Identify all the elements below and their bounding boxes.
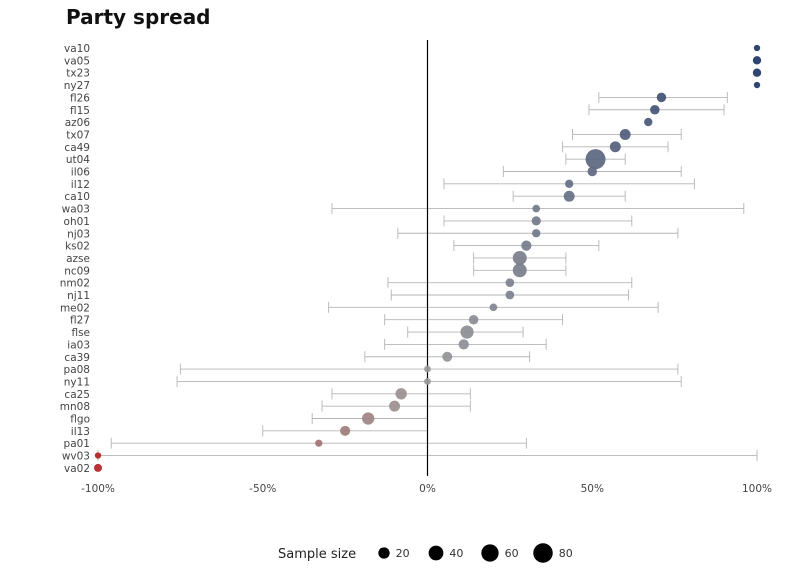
- data-point: [362, 412, 375, 425]
- y-tick-label: me02: [60, 302, 90, 314]
- y-tick-label: nj11: [67, 290, 90, 302]
- y-tick-label: va02: [64, 463, 90, 475]
- y-tick-label: wv03: [62, 451, 90, 463]
- y-tick-label: az06: [65, 117, 91, 129]
- data-point: [532, 229, 541, 238]
- x-tick-label: -100%: [81, 483, 115, 495]
- y-tick-label: ca25: [64, 389, 90, 401]
- y-tick-label: ca49: [64, 142, 90, 154]
- data-point: [587, 166, 598, 177]
- y-tick-label: pa01: [64, 438, 90, 450]
- y-tick-label: flgo: [70, 414, 90, 426]
- data-point: [94, 452, 102, 459]
- data-point: [753, 44, 761, 52]
- y-tick-label: va05: [64, 55, 90, 67]
- size-legend: Sample size 20 40 60 80: [278, 543, 573, 563]
- data-point: [505, 278, 515, 287]
- legend-key: [428, 545, 444, 561]
- y-tick-label: va10: [64, 43, 90, 55]
- x-axis-labels: -100% -50% 0% 50% 100%: [81, 483, 772, 495]
- data-point: [752, 68, 762, 77]
- y-tick-label: ca39: [64, 352, 90, 364]
- data-point: [532, 204, 541, 213]
- y-tick-label: ny11: [64, 376, 90, 388]
- data-point: [395, 388, 407, 400]
- x-tick-label: 0%: [419, 483, 436, 495]
- y-tick-label: wa03: [62, 204, 90, 216]
- data-point: [753, 81, 761, 89]
- y-tick-label: ks02: [65, 241, 90, 253]
- data-point: [389, 400, 401, 412]
- data-point: [644, 117, 653, 127]
- y-tick-label: fl27: [70, 315, 90, 327]
- data-point: [521, 240, 532, 251]
- y-tick-label: ca10: [64, 191, 90, 203]
- data-point: [512, 263, 527, 278]
- data-point: [565, 179, 574, 189]
- y-tick-label: pa08: [64, 364, 90, 376]
- data-point: [468, 314, 479, 325]
- y-tick-label: nj03: [67, 228, 90, 240]
- legend-key: [533, 543, 553, 563]
- data-point: [563, 190, 575, 202]
- legend-title: Sample size: [278, 547, 356, 562]
- y-tick-label: oh01: [64, 216, 90, 228]
- data-point: [315, 439, 323, 447]
- data-point: [752, 56, 762, 65]
- y-tick-label: ia03: [67, 339, 90, 351]
- y-tick-label: il12: [71, 179, 90, 191]
- data-point: [512, 250, 527, 265]
- y-tick-label: tx23: [66, 68, 90, 80]
- data-point: [340, 425, 351, 436]
- data-point: [505, 290, 515, 300]
- legend-key: [378, 547, 390, 559]
- y-tick-label: fl26: [70, 92, 90, 104]
- data-point: [489, 303, 498, 312]
- y-tick-label: ut04: [66, 154, 90, 166]
- data-point: [656, 92, 667, 103]
- legend-key: [481, 544, 499, 562]
- data-point: [460, 325, 474, 339]
- y-tick-label: il06: [71, 167, 91, 179]
- legend-label: 40: [449, 547, 463, 560]
- chart-title: Party spread: [66, 5, 211, 29]
- y-tick-label: fl15: [70, 105, 90, 117]
- x-tick-label: 50%: [581, 483, 604, 495]
- legend-label: 80: [559, 547, 573, 560]
- y-tick-label: nm02: [60, 278, 90, 290]
- legend-label: 20: [396, 547, 410, 560]
- y-tick-label: ny27: [64, 80, 90, 92]
- x-tick-label: -50%: [249, 483, 276, 495]
- y-tick-label: mn08: [60, 401, 90, 413]
- y-tick-label: tx07: [66, 129, 90, 141]
- y-tick-label: nc09: [64, 265, 90, 277]
- x-tick-label: 100%: [742, 483, 772, 495]
- y-tick-label: flse: [71, 327, 90, 339]
- y-tick-label: il13: [71, 426, 90, 438]
- y-tick-label: azse: [66, 253, 90, 265]
- data-point: [531, 216, 541, 226]
- data-point: [585, 149, 606, 170]
- data-point: [458, 339, 469, 350]
- legend-label: 60: [505, 547, 519, 560]
- data-point: [93, 463, 103, 472]
- data-points: [93, 44, 762, 472]
- data-point: [619, 128, 631, 140]
- data-point: [609, 141, 621, 153]
- y-axis-labels: va10va05tx23ny27fl26fl15az06tx07ca49ut04…: [60, 43, 91, 475]
- data-point: [424, 365, 431, 373]
- data-point: [650, 104, 660, 115]
- data-point: [442, 351, 453, 362]
- data-point: [424, 378, 431, 385]
